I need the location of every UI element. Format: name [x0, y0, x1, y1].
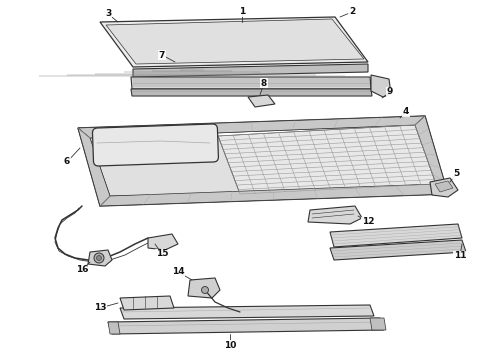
Polygon shape — [88, 250, 112, 266]
Text: 6: 6 — [64, 158, 70, 166]
Text: 8: 8 — [261, 78, 267, 87]
Text: 15: 15 — [156, 249, 168, 258]
Polygon shape — [188, 278, 220, 298]
Polygon shape — [435, 181, 453, 192]
Text: 1: 1 — [239, 8, 245, 17]
Polygon shape — [120, 296, 174, 310]
Polygon shape — [133, 64, 368, 77]
Circle shape — [97, 256, 101, 261]
Polygon shape — [90, 125, 436, 196]
Polygon shape — [308, 206, 362, 224]
Text: 9: 9 — [387, 87, 393, 96]
Polygon shape — [78, 116, 425, 138]
Polygon shape — [106, 19, 364, 64]
Polygon shape — [90, 136, 240, 196]
Text: 3: 3 — [105, 9, 111, 18]
Polygon shape — [148, 234, 178, 250]
Text: 5: 5 — [453, 170, 459, 179]
FancyBboxPatch shape — [93, 124, 219, 166]
Polygon shape — [120, 305, 374, 319]
Polygon shape — [131, 89, 372, 96]
Text: 4: 4 — [403, 108, 409, 117]
Polygon shape — [330, 240, 466, 260]
Circle shape — [94, 253, 104, 263]
Polygon shape — [248, 95, 275, 107]
Text: 2: 2 — [349, 8, 355, 17]
Polygon shape — [218, 125, 436, 194]
Polygon shape — [78, 128, 110, 206]
Text: 13: 13 — [94, 303, 106, 312]
Polygon shape — [330, 224, 462, 247]
Polygon shape — [430, 178, 458, 197]
Text: 11: 11 — [454, 252, 466, 261]
Text: 7: 7 — [159, 50, 165, 59]
Text: 16: 16 — [76, 266, 88, 274]
Polygon shape — [370, 318, 386, 330]
Polygon shape — [371, 75, 391, 97]
Text: 10: 10 — [224, 341, 236, 350]
Text: 12: 12 — [362, 217, 374, 226]
Polygon shape — [100, 17, 368, 67]
Circle shape — [201, 287, 209, 293]
Polygon shape — [108, 318, 384, 334]
Text: 14: 14 — [172, 267, 184, 276]
Polygon shape — [131, 77, 371, 89]
Polygon shape — [108, 322, 120, 334]
Polygon shape — [78, 116, 448, 206]
Polygon shape — [100, 184, 448, 206]
Polygon shape — [415, 116, 448, 194]
